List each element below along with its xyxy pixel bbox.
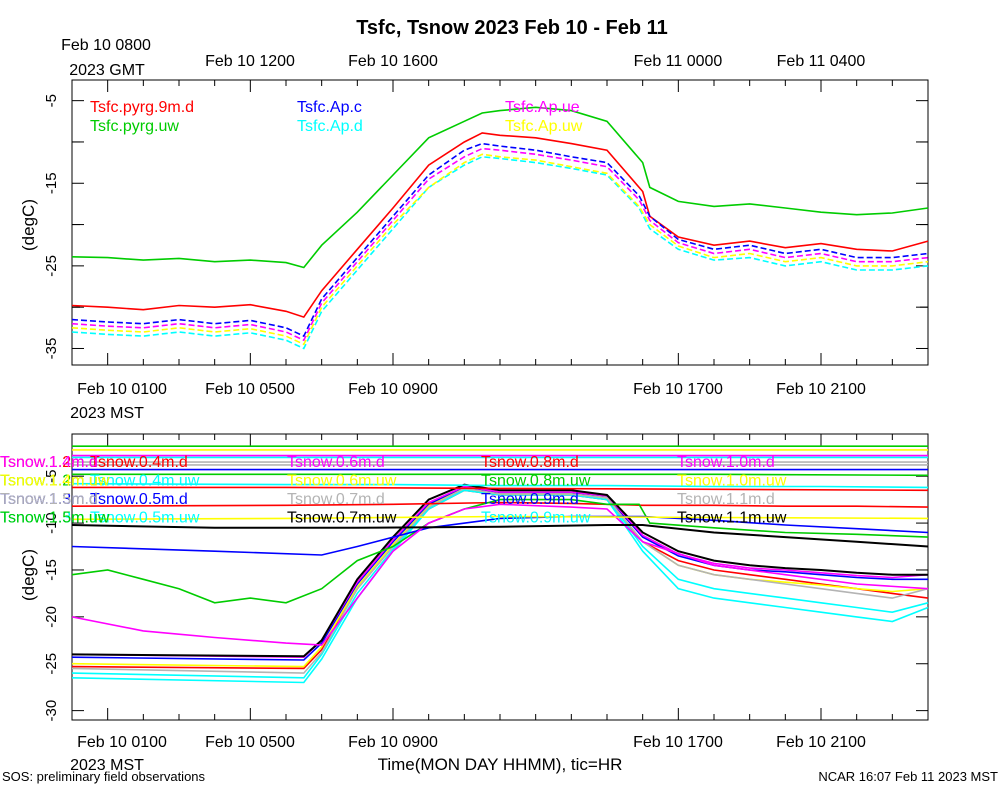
top-axis-tz: 2023 GMT xyxy=(69,62,145,79)
series-line-Tsnow-0-5m-d xyxy=(71,486,928,661)
legend-label: Tsfc.pyrg.uw xyxy=(90,118,179,135)
footer-right: NCAR 16:07 Feb 11 2023 MST xyxy=(818,769,998,784)
y-tick-label: -15 xyxy=(43,172,60,194)
bottom-panel-ylabel: (degC) xyxy=(19,549,38,601)
y-tick-label: -25 xyxy=(43,653,60,675)
series-line-Tsnow-0-9m-uw xyxy=(71,482,929,489)
legend-label: Tsnow.1.4m.d xyxy=(0,454,98,471)
bottom-axis-label-1: Feb 10 0500 xyxy=(205,734,295,751)
mid-axis-label-0: Feb 10 0100 xyxy=(77,381,167,398)
legend-label: Tsnow.0.5m.d xyxy=(90,491,188,508)
top-axis-label-4: Feb 11 0400 xyxy=(777,53,866,70)
legend-label: Tsnow.1.0m.d xyxy=(677,454,775,471)
series-line-Tsnow-0-6m-d xyxy=(71,485,929,659)
legend-label: Tsnow.1.3m.d xyxy=(0,491,98,508)
legend-label: Tsnow.0.6m.d xyxy=(287,454,385,471)
legend-label: Tsnow.1.1m.uw xyxy=(677,510,787,527)
series-line-Tsfc-Ap-uw xyxy=(71,153,929,346)
mid-axis-label-1: Feb 10 0500 xyxy=(205,381,295,398)
legend-label: Tsfc.Ap.ue xyxy=(505,99,580,116)
series-line-Tsnow-1-2m-uw xyxy=(72,473,929,477)
legend-label: Tsfc.Ap.uw xyxy=(505,118,583,135)
y-tick-label: -15 xyxy=(43,559,60,581)
bottom-panel: -5 -10 -15 -20 -25 -30 Tsnow.0.4m.d Tsnow.0.4m.… xyxy=(0,433,929,722)
legend-label: Tsfc.pyrg.9m.d xyxy=(90,99,194,116)
legend-label: Tsnow.1.1m.d xyxy=(677,491,775,508)
top-axis-label-1: Feb 10 1200 xyxy=(205,53,295,70)
legend-label: Tsnow.0.8m.uw xyxy=(481,473,591,490)
series-line-Tsfc-pyrg-9m-d xyxy=(71,132,929,319)
series-line-Tsfc-Ap-d xyxy=(71,155,929,350)
mid-axis-label-2: Feb 10 0900 xyxy=(348,381,438,398)
series-line-Tsnow-1-2m-d xyxy=(72,486,929,492)
legend-label: Tsnow.1.5m.d xyxy=(0,491,98,508)
bottom-axis-title: Time(MON DAY HHMM), tic=HR xyxy=(378,755,623,774)
legend-label: Tsfc.Ap.c xyxy=(297,99,362,116)
legend-label: Tsnow.0.7m.d xyxy=(287,491,385,508)
y-tick-label: -10 xyxy=(43,512,60,534)
chart-title: Tsfc, Tsnow 2023 Feb 10 - Feb 11 xyxy=(356,17,668,39)
y-tick-label: -5 xyxy=(43,94,60,107)
y-tick-label: -25 xyxy=(43,255,60,277)
bottom-axis-label-0: Feb 10 0100 xyxy=(77,734,167,751)
top-panel: -5 -15 -25 -35 Tsfc.pyrg.9m.d Tsfc.pyrg.uw Tsf… xyxy=(43,79,929,366)
bottom-axis-label-2: Feb 10 0900 xyxy=(348,734,438,751)
top-axis-label-2: Feb 10 1600 xyxy=(348,53,438,70)
y-tick-label: -35 xyxy=(43,338,60,360)
y-tick-label: -20 xyxy=(43,606,60,628)
legend-label: Tsnow.1.3m.uw xyxy=(0,510,110,527)
legend-label: Tsnow.1.4m.uw xyxy=(0,473,110,490)
series-line-Tsfc-pyrg-uw xyxy=(71,106,929,269)
legend-label: Tsnow.1.5m.uw xyxy=(0,510,110,527)
legend-label: Tsnow.0.9m.uw xyxy=(481,510,591,527)
bottom-axis-label-3: Feb 10 1700 xyxy=(633,734,723,751)
series-line-Tsnow-1-0m-d xyxy=(71,503,929,646)
top-axis-label-3: Feb 11 0000 xyxy=(634,53,723,70)
legend-label: Tsnow.0.5m.uw xyxy=(90,510,200,527)
mid-axis-tz: 2023 MST xyxy=(70,405,144,422)
legend-label: Tsnow.0.4m.d xyxy=(90,454,188,471)
series-line-Tsnow-0-7m-d xyxy=(71,487,929,674)
legend-label: Tsnow.0.4m.uw xyxy=(90,473,200,490)
series-line-Tsnow-0-7m-uw xyxy=(71,483,928,658)
top-panel-ylabel: (degC) xyxy=(19,199,38,251)
bottom-axis-label-4: Feb 10 2100 xyxy=(776,734,866,751)
top-axis-label-0: Feb 10 0800 xyxy=(61,37,151,54)
legend-label: Tsfc.Ap.d xyxy=(297,118,363,135)
y-tick-label: -5 xyxy=(43,470,60,483)
legend-label: Tsnow.1.0m.uw xyxy=(677,473,787,490)
legend-label: Tsnow.0.7m.uw xyxy=(287,510,397,527)
mid-axis-label-3: Feb 10 1700 xyxy=(633,381,723,398)
series-line-Tsnow-1-1m-uw xyxy=(71,524,929,548)
legend-label: Tsnow.0.6m.uw xyxy=(287,473,397,490)
mid-axis-label-4: Feb 10 2100 xyxy=(776,381,866,398)
bottom-axis-tz: 2023 MST xyxy=(70,757,144,774)
legend-label: Tsnow.0.8m.d xyxy=(481,454,579,471)
footer-left: SOS: preliminary field observations xyxy=(2,769,206,784)
legend-label: Tsnow.1.2m.uw xyxy=(0,473,110,490)
legend-label: Tsnow.1.2m.d xyxy=(0,454,98,471)
legend-label: Tsnow.0.9m.d xyxy=(481,491,579,508)
series-line-Tsnow-1-0m-uw xyxy=(71,515,929,521)
y-tick-label: -30 xyxy=(43,700,60,722)
